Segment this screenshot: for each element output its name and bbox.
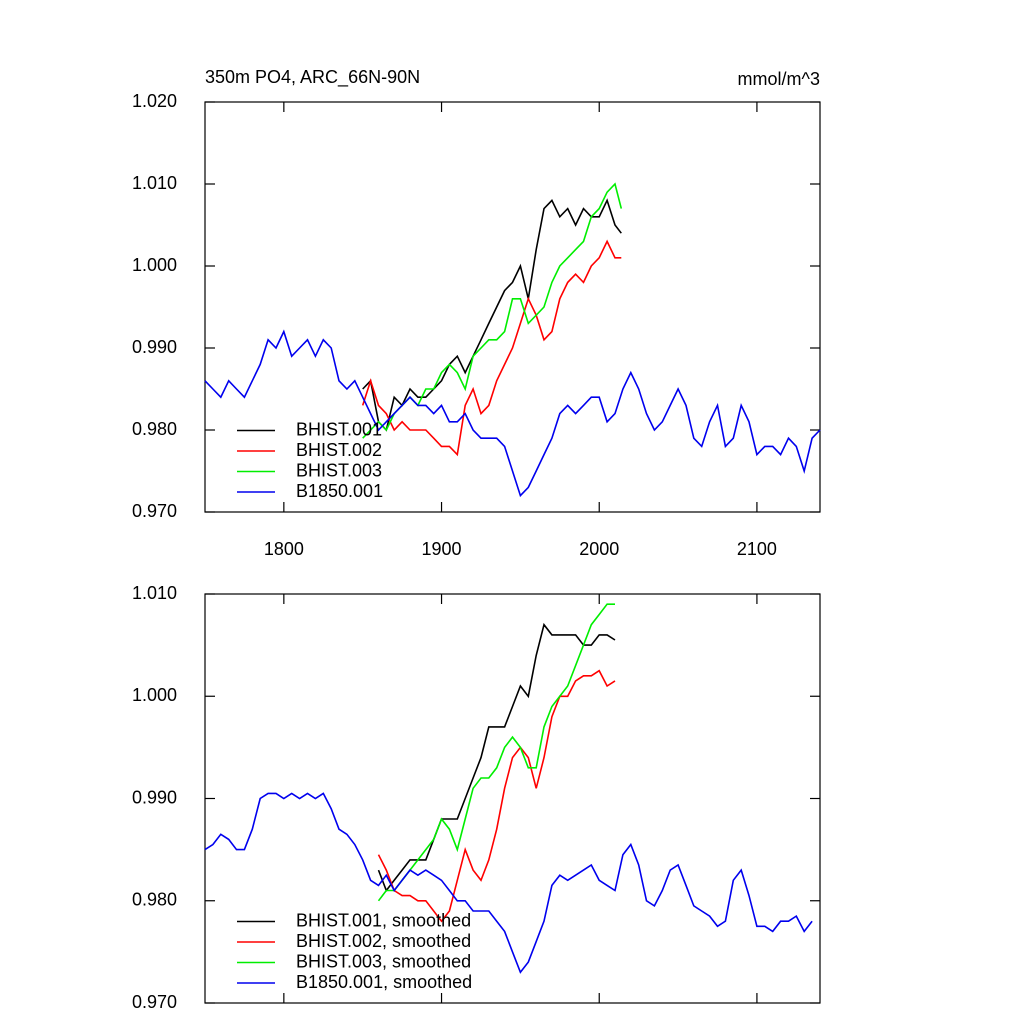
x-tick-label: 1800 — [264, 539, 304, 559]
y-tick-label: 1.010 — [132, 173, 177, 193]
data-line — [362, 198, 622, 432]
legend-label: BHIST.001 — [296, 419, 382, 439]
legend-label: BHIST.003 — [296, 460, 382, 480]
y-tick-label: 0.970 — [132, 992, 177, 1012]
y-tick-label: 1.020 — [132, 91, 177, 111]
data-line — [377, 603, 615, 902]
legend-label: B1850.001, smoothed — [296, 972, 472, 992]
data-line — [377, 622, 616, 893]
data-line — [361, 239, 622, 457]
x-tick-label: 2000 — [579, 539, 619, 559]
units-label: mmol/m^3 — [738, 69, 820, 89]
y-tick-label: 0.990 — [132, 337, 177, 357]
data-line — [377, 669, 616, 923]
y-tick-label: 1.000 — [132, 685, 177, 705]
plot-frame — [204, 101, 821, 513]
data-line — [204, 329, 821, 498]
chart-title: 350m PO4, ARC_66N-90N — [205, 67, 420, 88]
legend-label: BHIST.002, smoothed — [296, 931, 471, 951]
data-line — [362, 182, 623, 439]
legend-label: BHIST.001, smoothed — [296, 910, 471, 930]
y-tick-label: 1.010 — [132, 583, 177, 603]
data-line — [204, 792, 813, 974]
legend-label: BHIST.003, smoothed — [296, 951, 471, 971]
legend-label: BHIST.002 — [296, 440, 382, 460]
legend-label: B1850.001 — [296, 481, 383, 501]
y-tick-label: 0.980 — [132, 419, 177, 439]
y-tick-label: 0.990 — [132, 787, 177, 807]
y-tick-label: 0.970 — [132, 501, 177, 521]
y-tick-label: 0.980 — [132, 890, 177, 910]
y-tick-label: 1.000 — [132, 255, 177, 275]
x-tick-label: 2100 — [737, 539, 777, 559]
x-tick-label: 1900 — [422, 539, 462, 559]
